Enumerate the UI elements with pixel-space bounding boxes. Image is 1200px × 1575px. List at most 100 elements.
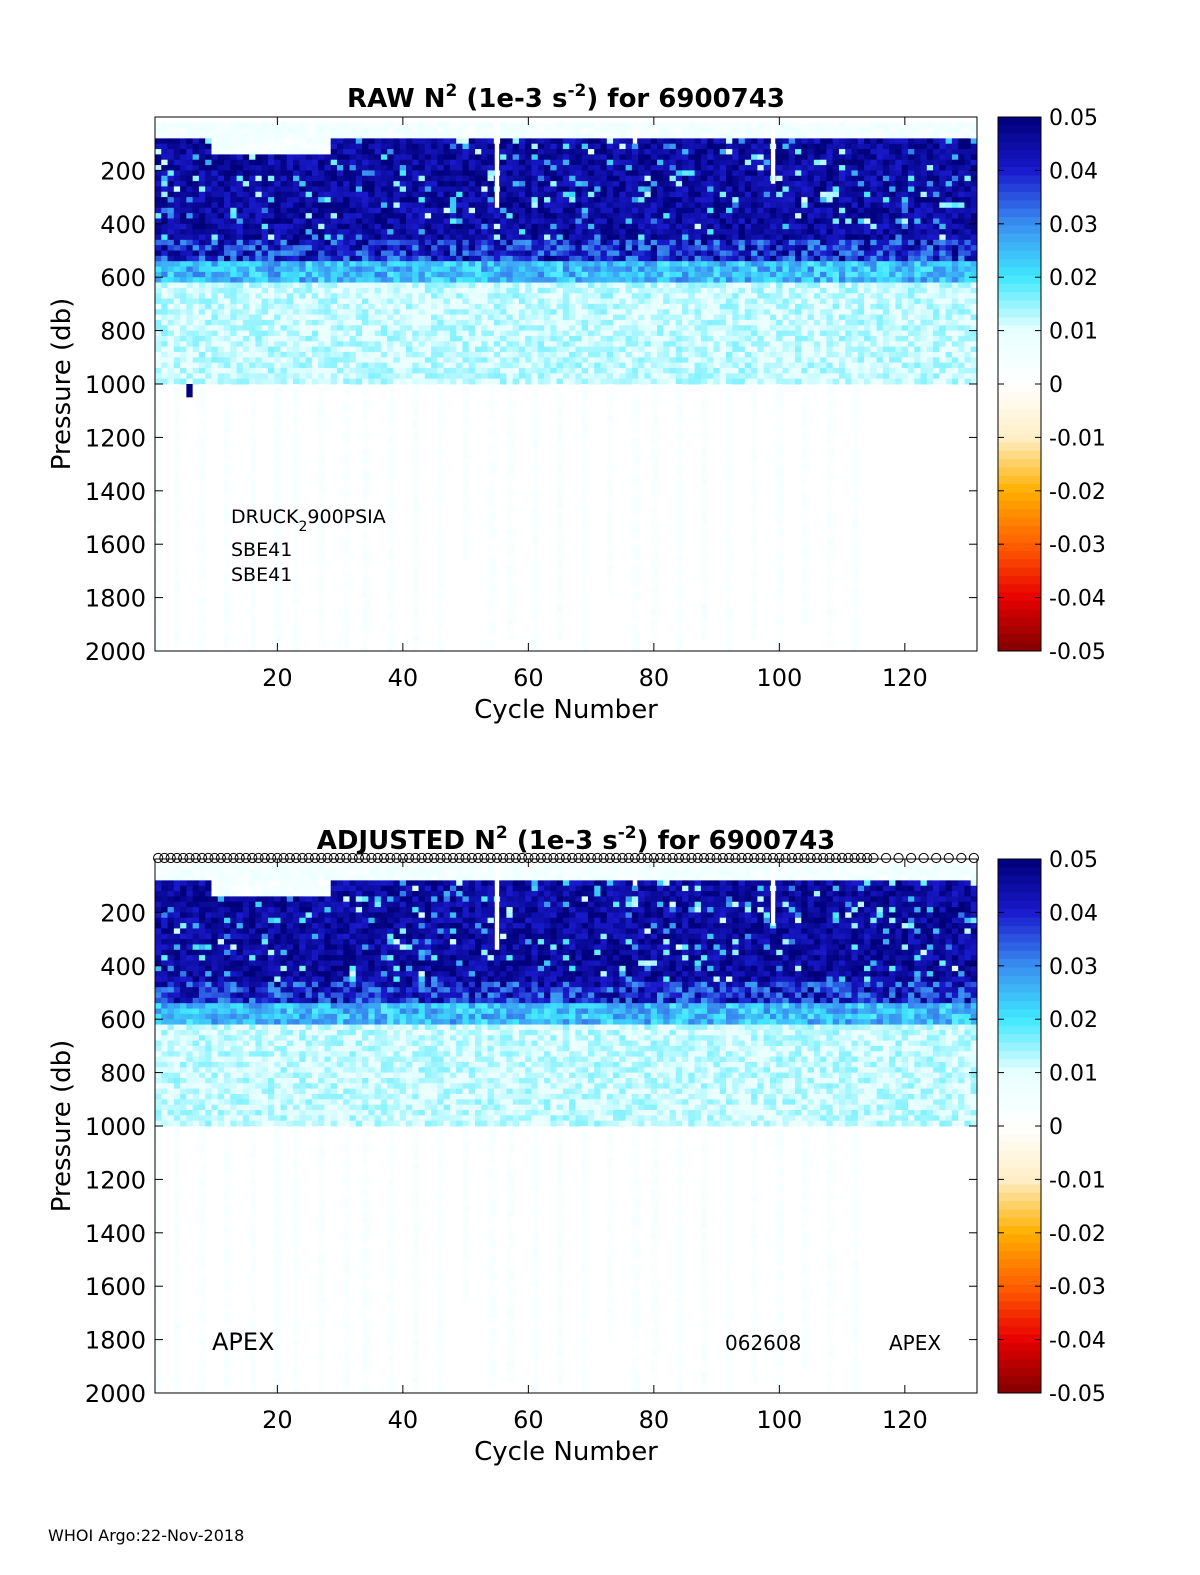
- heatmap-cell: [155, 554, 162, 561]
- heatmap-cell: [449, 165, 457, 171]
- heatmap-cell: [343, 608, 351, 615]
- heatmap-cell: [242, 223, 250, 230]
- heatmap-cell: [412, 629, 420, 636]
- heatmap-cell: [255, 378, 263, 385]
- heatmap-cell: [261, 261, 269, 268]
- heatmap-cell: [531, 245, 539, 251]
- heatmap-cell: [606, 522, 614, 529]
- heatmap-cell: [556, 586, 564, 593]
- heatmap-cell: [349, 266, 357, 273]
- heatmap-cell: [330, 266, 338, 273]
- heatmap-cell: [631, 250, 639, 257]
- heatmap-cell: [412, 634, 420, 641]
- heatmap-cell: [531, 554, 539, 561]
- heatmap-cell: [412, 384, 420, 390]
- heatmap-cell: [173, 618, 181, 625]
- heatmap-cell: [594, 362, 602, 369]
- heatmap-cell: [330, 138, 338, 145]
- heatmap-cell: [293, 645, 300, 652]
- heatmap-cell: [230, 165, 238, 171]
- cycle-column: [481, 122, 489, 385]
- heatmap-cell: [443, 250, 451, 257]
- heatmap-cell: [575, 159, 583, 166]
- heatmap-cell: [173, 298, 181, 305]
- heatmap-cell: [638, 170, 645, 177]
- heatmap-cell: [211, 186, 219, 193]
- heatmap-cell: [424, 309, 432, 316]
- heatmap-cell: [393, 357, 401, 364]
- heatmap-cell: [336, 250, 344, 257]
- heatmap-cell: [531, 426, 539, 433]
- heatmap-cell: [613, 143, 620, 150]
- heatmap-cell: [387, 496, 394, 502]
- heatmap-cell: [167, 202, 175, 209]
- heatmap-cell: [581, 384, 589, 390]
- heatmap-cell: [412, 560, 420, 567]
- heatmap-cell: [324, 127, 332, 134]
- heatmap-cell: [638, 250, 645, 257]
- heatmap-cell: [625, 351, 633, 358]
- heatmap-cell: [173, 645, 181, 652]
- heatmap-cell: [600, 309, 608, 316]
- heatmap-cell: [506, 255, 514, 262]
- heatmap-cell: [242, 197, 250, 203]
- heatmap-cell: [644, 351, 652, 358]
- heatmap-cell: [393, 261, 401, 268]
- heatmap-cell: [405, 202, 413, 209]
- heatmap-cell: [198, 351, 206, 358]
- heatmap-cell: [462, 298, 470, 305]
- heatmap-cell: [631, 165, 639, 171]
- heatmap-cell: [556, 191, 564, 198]
- heatmap-cell: [449, 149, 457, 155]
- heatmap-cell: [368, 357, 376, 364]
- heatmap-cell: [531, 549, 539, 556]
- heatmap-cell: [393, 298, 401, 305]
- heatmap-cell: [330, 261, 338, 268]
- heatmap-cell: [606, 373, 614, 380]
- heatmap-cell: [638, 223, 645, 230]
- heatmap-cell: [180, 245, 187, 251]
- heatmap-cell: [274, 277, 281, 284]
- heatmap-cell: [274, 314, 281, 321]
- heatmap-cell: [594, 143, 602, 150]
- heatmap-cell: [242, 170, 250, 177]
- heatmap-cell: [161, 357, 169, 364]
- heatmap-cell: [550, 181, 558, 187]
- heatmap-cell: [380, 250, 388, 257]
- heatmap-cell: [456, 245, 463, 251]
- heatmap-cell: [462, 341, 470, 348]
- heatmap-cell: [211, 143, 219, 150]
- heatmap-cell: [274, 560, 281, 567]
- heatmap-cell: [506, 250, 514, 257]
- heatmap-cell: [167, 239, 175, 246]
- heatmap-cell: [318, 453, 325, 460]
- heatmap-cell: [562, 170, 570, 177]
- heatmap-cell: [500, 239, 507, 246]
- heatmap-cell: [581, 469, 589, 476]
- heatmap-cell: [387, 474, 394, 481]
- heatmap-cell: [249, 464, 256, 470]
- heatmap-cell: [594, 271, 602, 278]
- heatmap-cell: [581, 351, 589, 358]
- heatmap-cell: [230, 213, 238, 219]
- heatmap-cell: [330, 255, 338, 262]
- heatmap-cell: [493, 218, 501, 225]
- heatmap-cell: [324, 175, 332, 182]
- heatmap-cell: [349, 245, 357, 251]
- heatmap-cell: [249, 250, 256, 257]
- heatmap-cell: [399, 133, 407, 139]
- heatmap-cell: [355, 138, 363, 145]
- heatmap-cell: [412, 330, 420, 337]
- heatmap-cell: [437, 618, 445, 625]
- heatmap-cell: [349, 250, 357, 257]
- heatmap-cell: [462, 394, 470, 401]
- heatmap-cell: [512, 255, 520, 262]
- heatmap-cell: [587, 335, 595, 342]
- heatmap-cell: [613, 122, 620, 129]
- heatmap-cell: [349, 378, 357, 385]
- heatmap-cell: [531, 213, 539, 219]
- heatmap-cell: [512, 287, 520, 294]
- heatmap-cell: [280, 357, 288, 364]
- heatmap-cell: [267, 175, 275, 182]
- heatmap-cell: [443, 282, 451, 289]
